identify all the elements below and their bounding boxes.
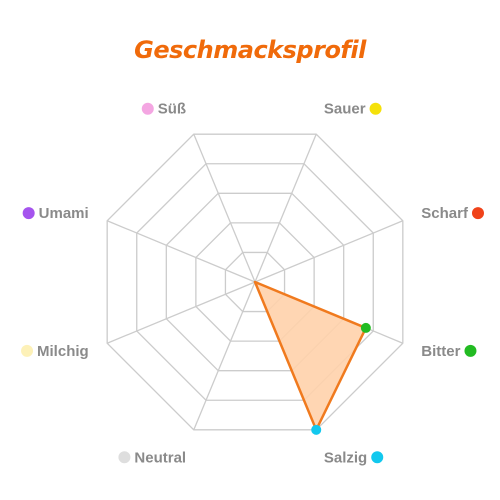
- axis-label: Scharf: [421, 205, 469, 222]
- axis-label-group: Süß: [141, 101, 186, 118]
- grid-spoke: [106, 220, 256, 283]
- axis-label-group: Sauer: [324, 101, 382, 118]
- axis-label-group: Scharf: [421, 205, 484, 222]
- axis-label: Bitter: [421, 343, 460, 360]
- legend-dot: [464, 344, 477, 357]
- legend-dot: [369, 102, 382, 115]
- grid-spoke: [106, 281, 256, 344]
- axis-label-group: Milchig: [21, 343, 89, 360]
- legend-dot: [471, 207, 484, 220]
- axis-label-group: Bitter: [421, 343, 477, 360]
- grid-spoke: [193, 133, 256, 283]
- axis-label: Neutral: [134, 449, 186, 466]
- grid-spoke: [254, 133, 317, 283]
- legend-dot: [22, 207, 35, 220]
- chart-title: Geschmacksprofil: [134, 36, 366, 64]
- axis-label: Sauer: [324, 101, 366, 118]
- legend-dot: [141, 102, 154, 115]
- data-point: [360, 322, 371, 333]
- axis-label: Süß: [158, 101, 186, 118]
- axis-label-group: Neutral: [118, 449, 186, 466]
- grid-spoke: [254, 220, 404, 283]
- axis-label-group: Salzig: [324, 449, 384, 466]
- radar-labels: Süß Sauer Scharf Bitter Salzig Neutral Milchig…: [21, 101, 484, 466]
- series-area: [253, 280, 368, 432]
- axis-label: Salzig: [324, 449, 367, 466]
- axis-label: Umami: [39, 205, 89, 222]
- legend-dot: [21, 344, 34, 357]
- data-point: [311, 424, 322, 435]
- legend-dot: [371, 451, 384, 464]
- grid-spoke: [193, 281, 256, 431]
- axis-label-group: Umami: [22, 205, 89, 222]
- axis-label: Milchig: [37, 343, 89, 360]
- radar-series: [253, 280, 371, 435]
- legend-dot: [118, 451, 131, 464]
